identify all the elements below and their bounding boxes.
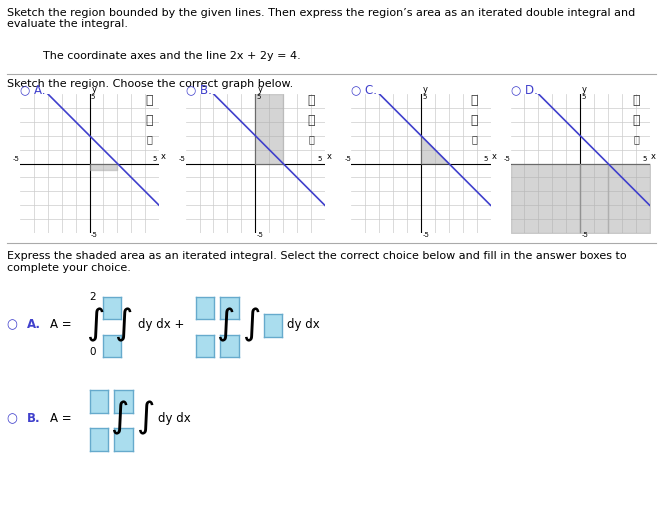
Text: ⌕: ⌕ (633, 94, 640, 107)
Text: x: x (651, 152, 656, 161)
Text: 2: 2 (90, 292, 96, 302)
Text: $\int$: $\int$ (136, 399, 154, 438)
Text: ⌕: ⌕ (308, 94, 316, 107)
Text: x: x (160, 152, 166, 161)
Text: A =: A = (50, 318, 72, 331)
Text: ○: ○ (7, 412, 17, 425)
Text: 5: 5 (152, 156, 156, 162)
Text: dy dx: dy dx (287, 318, 320, 331)
Text: $\int$: $\int$ (242, 305, 261, 344)
Text: ⌕: ⌕ (308, 114, 316, 127)
Text: A.: A. (27, 318, 40, 331)
Text: 5: 5 (581, 94, 586, 100)
Text: Express the shaded area as an iterated integral. Select the correct choice below: Express the shaded area as an iterated i… (7, 251, 627, 273)
Text: ⌕: ⌕ (470, 94, 478, 107)
Text: ⌕: ⌕ (145, 94, 153, 107)
Text: y: y (423, 85, 428, 94)
Text: x: x (492, 152, 497, 161)
Text: $\int$: $\int$ (86, 305, 105, 344)
Text: -5: -5 (91, 232, 97, 238)
Text: 5: 5 (643, 156, 647, 162)
Text: y: y (91, 85, 97, 94)
Text: ○ D.: ○ D. (511, 84, 538, 97)
Text: ⌕: ⌕ (634, 134, 639, 144)
Text: y: y (257, 85, 263, 94)
Text: B.: B. (27, 412, 40, 425)
Text: -5: -5 (504, 156, 511, 162)
Text: ○ A.: ○ A. (20, 84, 45, 97)
Text: ⌕: ⌕ (145, 114, 153, 127)
Text: ⌕: ⌕ (147, 134, 152, 144)
Text: -5: -5 (345, 156, 351, 162)
Text: ⌕: ⌕ (309, 134, 314, 144)
Text: ○ B.: ○ B. (186, 84, 211, 97)
Text: ⌕: ⌕ (470, 114, 478, 127)
Text: ○ C.: ○ C. (351, 84, 377, 97)
Text: -5: -5 (257, 232, 263, 238)
Text: dy dx +: dy dx + (138, 318, 184, 331)
Text: 0: 0 (90, 347, 96, 357)
Text: The coordinate axes and the line 2x + 2y = 4.: The coordinate axes and the line 2x + 2y… (43, 51, 301, 61)
Text: $\int$: $\int$ (216, 305, 235, 344)
Text: $\int$: $\int$ (114, 305, 133, 344)
Text: 5: 5 (257, 94, 261, 100)
Text: -5: -5 (13, 156, 20, 162)
Text: A =: A = (50, 412, 72, 425)
Text: ⌕: ⌕ (471, 134, 477, 144)
Text: -5: -5 (422, 232, 429, 238)
Text: 5: 5 (318, 156, 322, 162)
Text: -5: -5 (178, 156, 186, 162)
Text: Sketch the region. Choose the correct graph below.: Sketch the region. Choose the correct gr… (7, 79, 293, 89)
Text: Sketch the region bounded by the given lines. Then express the region’s area as : Sketch the region bounded by the given l… (7, 8, 635, 29)
Text: y: y (582, 85, 587, 94)
Text: ⌕: ⌕ (633, 114, 640, 127)
Text: 5: 5 (422, 94, 427, 100)
Text: 5: 5 (484, 156, 488, 162)
Text: 5: 5 (91, 94, 95, 100)
Text: $\int$: $\int$ (110, 399, 129, 438)
Text: dy dx: dy dx (158, 412, 190, 425)
Text: -5: -5 (581, 232, 588, 238)
Text: ○: ○ (7, 318, 17, 331)
Text: x: x (326, 152, 332, 161)
